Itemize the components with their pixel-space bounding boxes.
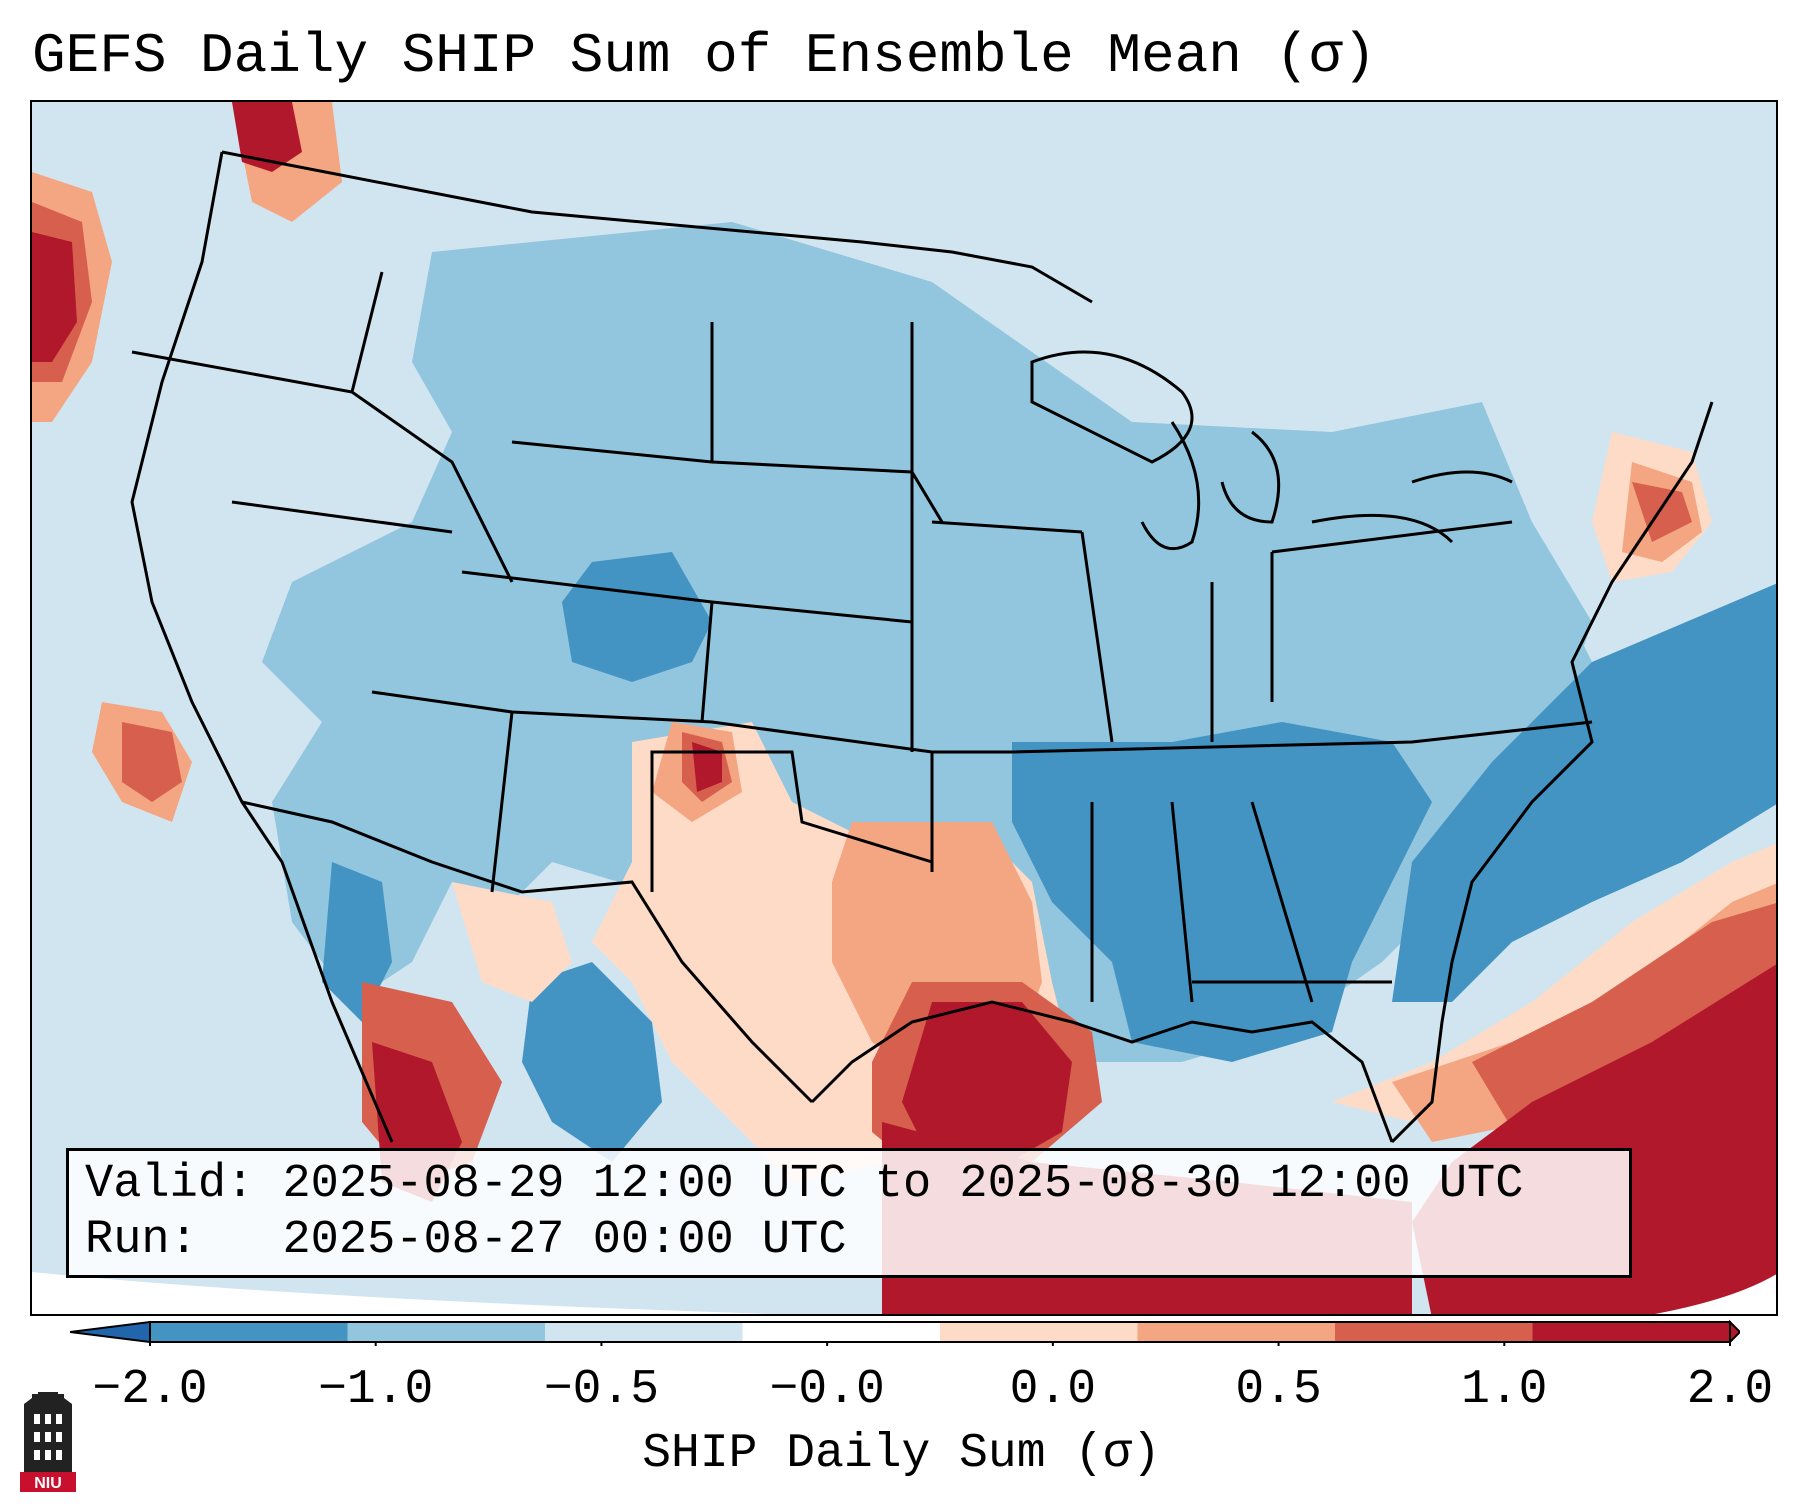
projection-edge-left [32, 1272, 771, 1314]
colorbar-segment [545, 1322, 743, 1342]
colorbar-tick-label: −0.5 [543, 1363, 660, 1417]
map-title: GEFS Daily SHIP Sum of Ensemble Mean (σ) [32, 24, 1377, 88]
projection-edge-right [1654, 1274, 1776, 1314]
colorbar-segment [742, 1322, 941, 1342]
political-boundaries [130, 150, 1714, 1144]
colorbar-segment [347, 1322, 546, 1342]
colorbar-tick-label: −1.0 [318, 1363, 434, 1417]
run-line: Run: 2025-08-27 00:00 UTC [85, 1213, 1613, 1269]
colorbar [70, 1319, 1740, 1346]
colorbar-tick-label: −0.0 [769, 1363, 885, 1417]
colorbar-extend-high [1729, 1319, 1740, 1345]
colorbar-tick-label: 1.0 [1461, 1363, 1548, 1417]
map-panel[interactable] [30, 100, 1778, 1316]
colorbar-tick-label: −2.0 [92, 1363, 208, 1417]
niu-logo: NIU [20, 1392, 76, 1492]
run-value: 2025-08-27 00:00 UTC [282, 1214, 847, 1267]
valid-line: Valid: 2025-08-29 12:00 UTC to 2025-08-3… [85, 1157, 1613, 1213]
valid-run-box: Valid: 2025-08-29 12:00 UTC to 2025-08-3… [66, 1148, 1632, 1278]
colorbar-segment [940, 1322, 1138, 1342]
colorbar-tick-label: 0.5 [1235, 1363, 1322, 1417]
valid-label: Valid: [85, 1158, 255, 1211]
colorbar-segment [150, 1322, 348, 1342]
colorbar-tick-label: 0.0 [1009, 1363, 1097, 1417]
field-strong-negative [322, 552, 1776, 1162]
svg-text:NIU: NIU [34, 1475, 62, 1492]
map-canvas [32, 102, 1776, 1314]
colorbar-tick-label: 2.0 [1686, 1363, 1774, 1417]
colorbar-segment [1137, 1322, 1336, 1342]
colorbar-segment [1532, 1322, 1731, 1342]
colorbar-segment [1335, 1322, 1533, 1342]
valid-value: 2025-08-29 12:00 UTC to 2025-08-30 12:00… [282, 1158, 1524, 1211]
run-label: Run: [85, 1214, 198, 1267]
colorbar-label: SHIP Daily Sum (σ) [642, 1427, 1161, 1481]
colorbar-extend-low [70, 1320, 151, 1344]
